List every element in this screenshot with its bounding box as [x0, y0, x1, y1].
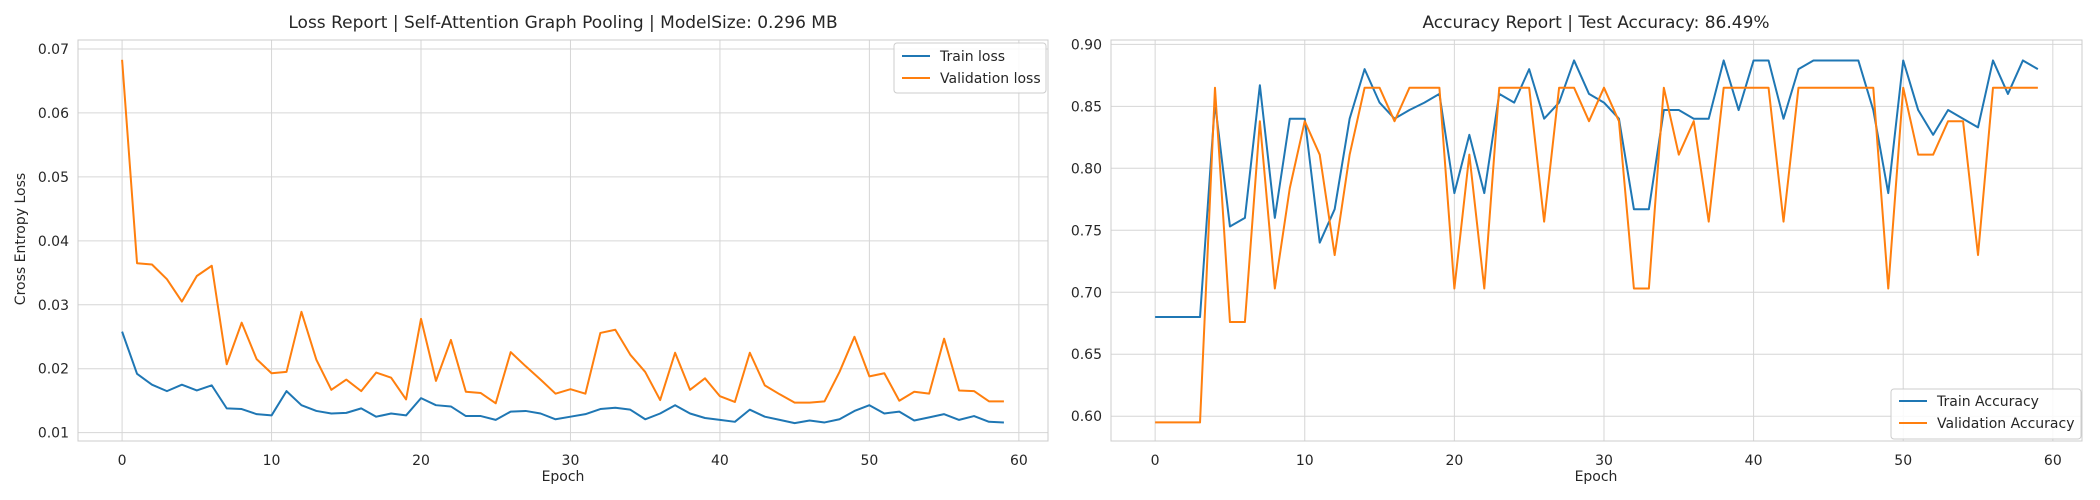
accuracy-chart-legend: Train Accuracy Validation Accuracy	[1890, 388, 2082, 440]
accuracy-y-tick-label: 0.60	[1071, 409, 1102, 425]
accuracy-x-tick-label: 30	[1595, 453, 1613, 469]
loss-chart: Loss Report | Self-Attention Graph Pooli…	[13, 13, 1049, 485]
loss-x-tick-label: 0	[118, 453, 127, 469]
accuracy-chart-title: Accuracy Report | Test Accuracy: 86.49%	[1422, 13, 1769, 33]
accuracy-chart-legend-frame	[1890, 388, 2082, 440]
loss-x-tick-label: 10	[263, 453, 281, 469]
accuracy-y-tick-label: 0.70	[1071, 285, 1102, 301]
loss-y-tick-label: 0.03	[38, 298, 69, 314]
loss-chart-legend-frame	[893, 42, 1047, 94]
accuracy-x-tick-label: 40	[1745, 453, 1763, 469]
accuracy-y-tick-label: 0.80	[1071, 161, 1102, 177]
accuracy-plot-frame	[1110, 39, 2083, 442]
legend-train-loss-label: Train loss	[939, 49, 1005, 65]
accuracy-chart-x-axis-label: Epoch	[1575, 469, 1618, 485]
accuracy-x-tick-label: 20	[1445, 453, 1463, 469]
loss-x-tick-label: 50	[860, 453, 878, 469]
accuracy-chart: Accuracy Report | Test Accuracy: 86.49% …	[1071, 13, 2083, 485]
loss-y-tick-label: 0.06	[38, 106, 69, 122]
accuracy-x-tick-label: 0	[1151, 453, 1160, 469]
loss-y-tick-label: 0.04	[38, 234, 69, 250]
loss-x-tick-label: 40	[711, 453, 729, 469]
loss-y-tick-label: 0.07	[38, 42, 69, 58]
loss-x-tick-label: 20	[412, 453, 430, 469]
loss-chart-title: Loss Report | Self-Attention Graph Pooli…	[288, 13, 837, 33]
accuracy-x-tick-label: 50	[1894, 453, 1912, 469]
loss-series-line-validation-loss	[121, 59, 1004, 405]
accuracy-y-tick-label: 0.85	[1071, 99, 1102, 115]
loss-x-tick-label: 60	[1010, 453, 1028, 469]
loss-y-tick-label: 0.02	[38, 362, 69, 378]
accuracy-series-line-train-accuracy	[1155, 59, 2039, 319]
loss-x-tick-label: 30	[562, 453, 580, 469]
loss-chart-y-axis-label: Cross Entropy Loss	[13, 173, 29, 305]
legend-validation-loss-label: Validation loss	[940, 71, 1041, 87]
legend-validation-accuracy-label: Validation Accuracy	[1937, 416, 2075, 432]
accuracy-y-tick-label: 0.75	[1071, 223, 1102, 239]
loss-series-line-train-loss	[121, 331, 1004, 425]
legend-train-accuracy-label: Train Accuracy	[1936, 394, 2039, 410]
accuracy-x-tick-label: 10	[1296, 453, 1314, 469]
loss-chart-legend: Train loss Validation loss	[893, 42, 1047, 94]
loss-y-tick-label: 0.01	[38, 426, 69, 442]
accuracy-y-tick-label: 0.90	[1071, 37, 1102, 53]
accuracy-x-tick-label: 60	[2044, 453, 2062, 469]
loss-y-tick-label: 0.05	[38, 170, 69, 186]
accuracy-y-tick-label: 0.65	[1071, 347, 1102, 363]
accuracy-series-line-validation-accuracy	[1155, 86, 2038, 424]
loss-chart-x-axis-label: Epoch	[542, 469, 585, 485]
loss-plot-frame	[77, 39, 1049, 442]
